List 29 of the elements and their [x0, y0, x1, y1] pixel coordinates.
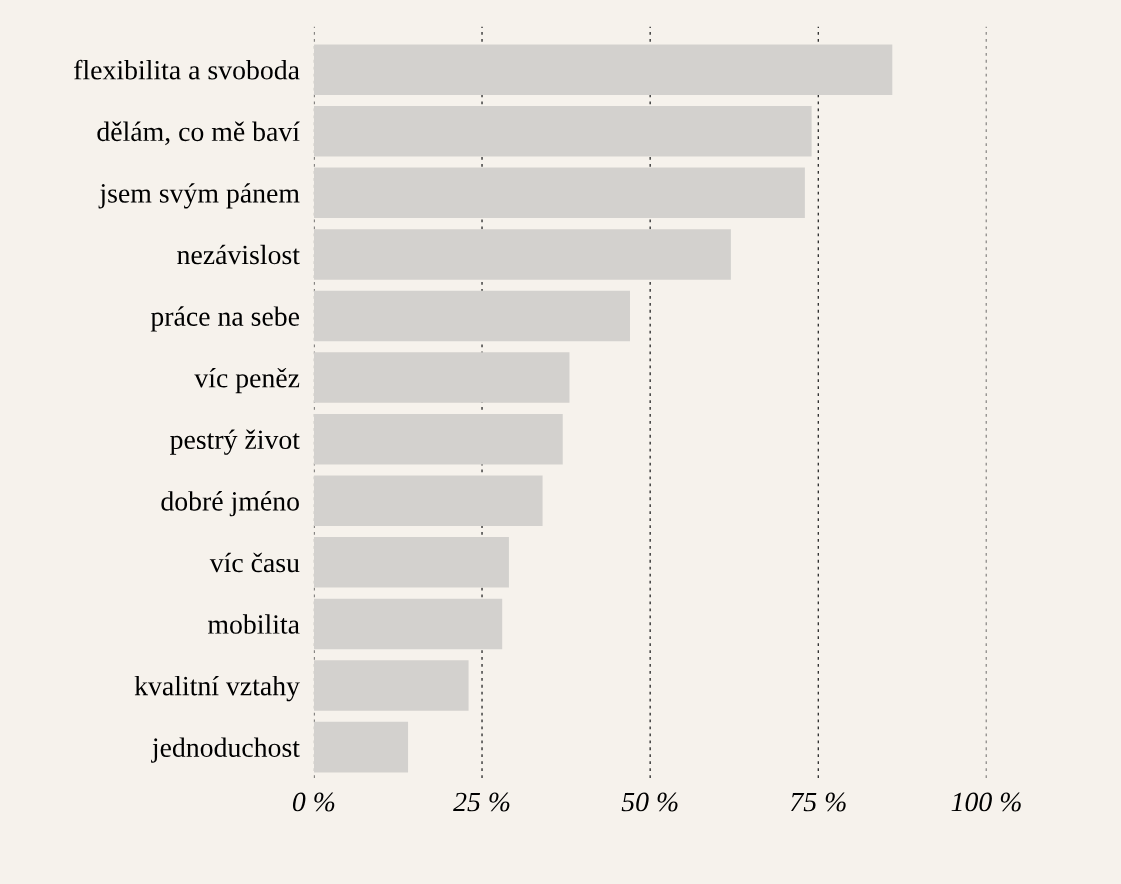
- bar: [313, 105, 812, 157]
- y-tick-label: pestrý život: [170, 429, 300, 455]
- bar: [313, 167, 805, 219]
- x-tick-label: 25 %: [453, 792, 510, 812]
- y-tick-label: mobilita: [207, 614, 300, 634]
- x-tick-label: 0 %: [292, 792, 335, 812]
- y-tick-label: víc peněz: [194, 367, 300, 394]
- y-tick-label: dobré jméno: [161, 491, 299, 517]
- bar: [313, 290, 630, 342]
- y-tick-label: flexibilita a svoboda: [74, 59, 300, 80]
- bar: [313, 413, 563, 465]
- bar: [313, 44, 893, 95]
- bar: [313, 598, 503, 650]
- y-tick-label: kvalitní vztahy: [134, 675, 300, 702]
- bar: [313, 352, 570, 403]
- bar: [313, 660, 469, 711]
- y-tick-label: víc času: [209, 552, 300, 573]
- y-tick-label: dělám, co mě baví: [97, 121, 300, 146]
- x-tick-label: 50 %: [621, 792, 678, 812]
- y-tick-label: nezávislost: [177, 244, 300, 265]
- y-tick-label: jednoduchost: [151, 737, 300, 763]
- bar: [313, 537, 509, 588]
- bar: [313, 475, 543, 527]
- bar: [313, 721, 409, 773]
- y-tick-label: jsem svým pánem: [98, 183, 300, 209]
- x-tick-label: 100 %: [951, 792, 1021, 812]
- x-tick-label: 75 %: [791, 792, 846, 812]
- y-tick-label: práce na sebe: [150, 306, 300, 332]
- bar: [313, 229, 731, 280]
